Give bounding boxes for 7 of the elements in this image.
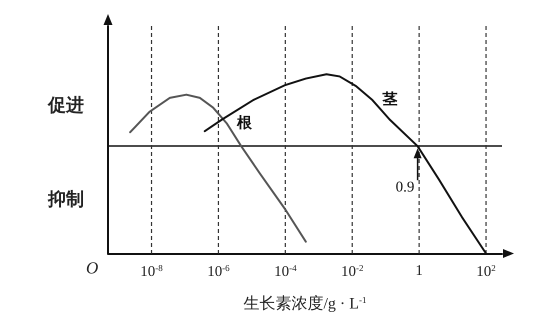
text: O	[86, 258, 98, 278]
series-label: 根	[236, 114, 253, 132]
annotation: 0.9	[396, 180, 414, 196]
x-tick-label: 1	[415, 263, 423, 279]
text: 促进	[47, 95, 84, 116]
series-label: 茎	[381, 91, 398, 108]
text: 抑制	[47, 188, 84, 209]
